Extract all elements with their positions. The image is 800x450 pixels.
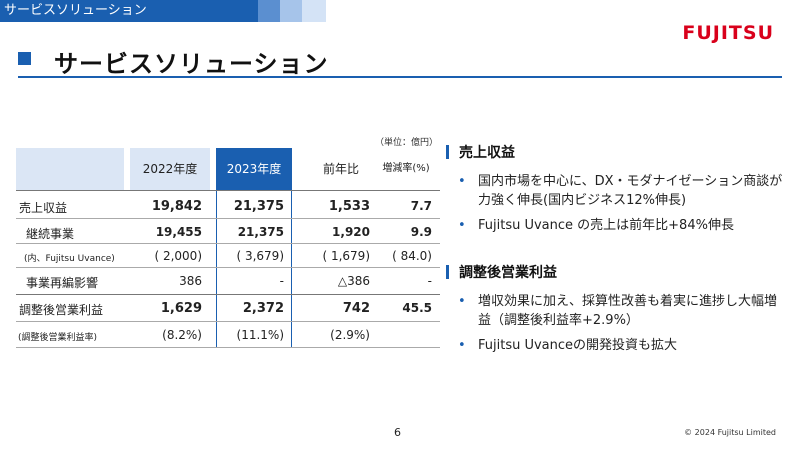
col-header-yoy: 前年比 xyxy=(322,162,359,176)
bullet-item: • 増収効果に加え、採算性改善も着実に進捗し大幅増益（調整後利益率+2.9%） xyxy=(458,294,778,328)
cell-2023: 21,375 xyxy=(233,199,284,214)
cell-2023: (11.1%) xyxy=(236,328,284,342)
fujitsu-logo: FUJITSU xyxy=(682,22,774,44)
page-number: 6 xyxy=(394,426,401,439)
cell-2022: (8.2%) xyxy=(162,328,202,342)
col-header-2023: 2023年度 xyxy=(226,162,282,176)
cell-2022: ( 2,000) xyxy=(154,249,202,263)
bullet-dot-icon: • xyxy=(458,174,466,189)
row-label: 事業再編影響 xyxy=(26,276,99,290)
heading-bar-icon xyxy=(446,145,449,159)
cell-yoy: ( 1,679) xyxy=(322,249,370,263)
section-heading-profit: 調整後営業利益 xyxy=(446,262,557,282)
cell-2023: 21,375 xyxy=(237,225,284,239)
row-divider xyxy=(16,294,440,295)
cell-2023: 2,372 xyxy=(242,301,284,316)
col-header-2022: 2022年度 xyxy=(142,162,198,176)
highlight-column-2023 xyxy=(216,148,292,348)
banner-block xyxy=(258,0,280,22)
cell-yoy: 1,920 xyxy=(332,225,370,239)
cell-yoy: △386 xyxy=(337,274,370,288)
bullet-item: • 国内市場を中心に、DX・モダナイゼーション商談が力強く伸長(国内ビジネス12… xyxy=(458,174,783,208)
cell-rate: 9.9 xyxy=(410,225,432,239)
banner-block xyxy=(280,0,302,22)
cell-rate: 7.7 xyxy=(410,199,432,213)
row-label: 売上収益 xyxy=(19,201,68,215)
bullet-item: • Fujitsu Uvance の売上は前年比+84%伸長 xyxy=(458,218,734,233)
copyright: © 2024 Fujitsu Limited xyxy=(684,428,776,437)
cell-yoy: 742 xyxy=(342,301,370,316)
cell-2022: 19,455 xyxy=(155,225,202,239)
row-label: 継続事業 xyxy=(26,227,75,241)
title-square-icon xyxy=(18,52,31,65)
row-divider xyxy=(16,218,440,219)
cell-2022: 19,842 xyxy=(151,199,202,214)
row-divider xyxy=(16,267,440,268)
cell-yoy: (2.9%) xyxy=(330,328,370,342)
top-banner: サービスソリューション xyxy=(0,0,330,22)
bullet-item: • Fujitsu Uvanceの開発投資も拡大 xyxy=(458,338,678,353)
cell-rate: 45.5 xyxy=(402,301,432,315)
banner-label: サービスソリューション xyxy=(0,0,258,22)
header-bg-label xyxy=(16,148,124,190)
row-divider xyxy=(16,190,440,191)
banner-block xyxy=(302,0,326,22)
cell-yoy: 1,533 xyxy=(328,199,370,214)
row-label: (調整後営業利益率) xyxy=(18,333,98,343)
row-divider xyxy=(16,347,440,348)
cell-rate: ( 84.0) xyxy=(392,249,432,263)
row-divider xyxy=(16,243,440,244)
row-label: (内、Fujitsu Uvance) xyxy=(24,254,115,264)
bullet-dot-icon: • xyxy=(458,294,466,309)
cell-2022: 1,629 xyxy=(160,301,202,316)
heading-bar-icon xyxy=(446,265,449,279)
header-bg-2022 xyxy=(130,148,210,190)
col-header-rate: 増減率(%) xyxy=(382,163,430,174)
cell-rate: - xyxy=(427,274,432,288)
bullet-dot-icon: • xyxy=(458,338,466,353)
bullet-dot-icon: • xyxy=(458,218,466,233)
section-heading-revenue: 売上収益 xyxy=(446,142,515,162)
cell-2022: 386 xyxy=(179,274,202,288)
page-title: サービスソリューション xyxy=(54,50,329,78)
title-divider xyxy=(18,76,782,78)
row-divider xyxy=(16,321,440,322)
financial-table: 2022年度 2023年度 前年比 増減率(%) 売上収益 19,842 21,… xyxy=(16,148,440,348)
unit-note: （単位：億円） xyxy=(375,138,439,148)
cell-2023: - xyxy=(279,274,284,288)
row-label: 調整後営業利益 xyxy=(19,303,104,317)
cell-2023: ( 3,679) xyxy=(236,249,284,263)
